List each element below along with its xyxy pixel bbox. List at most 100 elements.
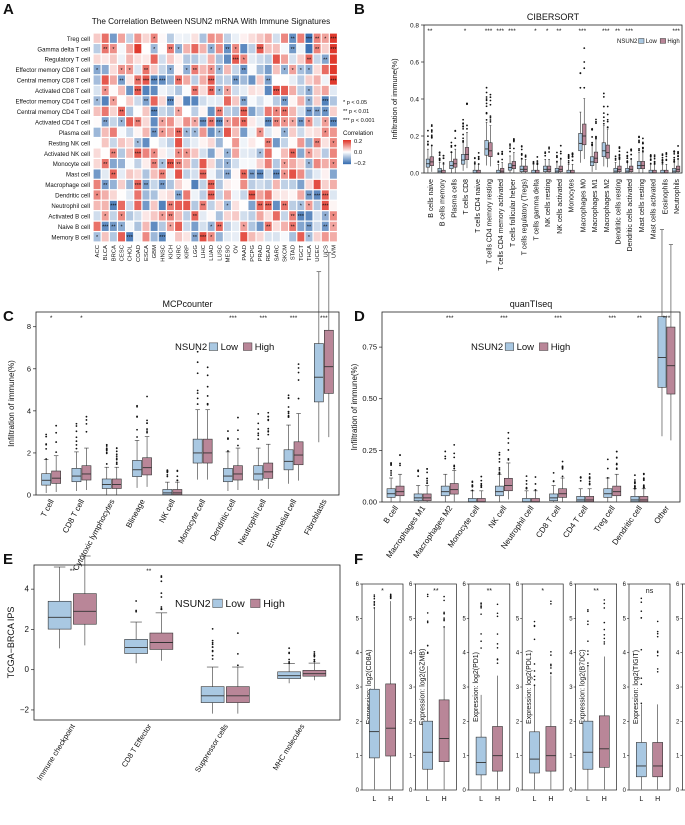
outlier-high [603, 643, 606, 645]
heatmap-cell [126, 106, 134, 116]
heatmap-cell [256, 200, 264, 211]
heatmap-cell [289, 54, 297, 64]
heatmap-sig-mark: * [137, 141, 140, 147]
x-category-label: Endothelial cell [265, 498, 298, 550]
heatmap-row-label: Activated CD8 T cell [35, 88, 90, 95]
heatmap-sig-mark: * [332, 225, 335, 231]
y-tick-label: 1 [676, 754, 680, 760]
heatmap-cell [142, 75, 150, 85]
heatmap-cell [305, 232, 313, 242]
heatmap-cell [93, 54, 101, 64]
outlier-low [579, 86, 582, 89]
heatmap-cell [150, 200, 158, 211]
heatmap-sig-mark: * [112, 47, 115, 53]
colorbar-step [343, 158, 351, 160]
heatmap-cell [101, 117, 109, 127]
y-tick-label: 0.25 [362, 446, 377, 455]
heatmap-cell [256, 190, 264, 200]
outlier-high [443, 612, 445, 615]
heatmap-cell [175, 33, 183, 43]
subplot-ylabel: Expression: log2(CD8A) [366, 649, 373, 724]
outlier-low [498, 468, 501, 471]
outlier-high [160, 576, 163, 578]
outlier-high [630, 148, 633, 151]
heatmap-cell [248, 64, 256, 75]
outlier-low [485, 96, 488, 98]
heatmap-cell [101, 179, 109, 190]
heatmap-cell [126, 33, 134, 43]
outlier-low [591, 141, 594, 144]
heatmap-cell [175, 159, 183, 169]
outlier-low [390, 472, 392, 474]
heatmap-cell [272, 148, 280, 158]
outlier-high [550, 663, 552, 666]
box-high [531, 498, 540, 502]
heatmap-cell [126, 232, 134, 242]
legend-swatch-low [504, 342, 515, 351]
x-label-low: L [639, 796, 643, 803]
y-tick-label: 8 [27, 322, 31, 331]
outlier-low [587, 640, 589, 642]
outlier-low [640, 677, 643, 679]
heatmap-cell [313, 64, 321, 75]
outlier-high [496, 615, 499, 618]
panel-label-c: C [3, 308, 14, 325]
heatmap-col-label: CESC [120, 244, 126, 261]
outlier-low [661, 158, 664, 161]
heatmap-cell [272, 179, 280, 190]
outlier-low [544, 152, 547, 155]
heatmap-cell [321, 54, 329, 64]
heatmap-sig-mark: ** [217, 110, 222, 116]
heatmap-sig-mark: ** [201, 204, 206, 210]
heatmap-cell [264, 169, 272, 179]
outlier-low [450, 151, 453, 154]
heatmap-cell [313, 54, 321, 64]
subplot-ylabel: Expression: log2(B7DC) [580, 649, 587, 724]
outlier-low [587, 620, 589, 622]
heatmap-cell [142, 232, 150, 242]
heatmap-cell [183, 106, 191, 116]
outlier-high [524, 156, 527, 158]
heatmap-cell [215, 54, 223, 64]
x-category-label: Eosinophils [662, 178, 669, 214]
sig-label: *** [500, 315, 508, 322]
outlier-high [536, 160, 539, 162]
heatmap-cell [183, 85, 191, 96]
heatmap-sig-mark: ** [193, 89, 198, 95]
outlier-low [498, 453, 501, 456]
outlier-high [426, 467, 429, 470]
heatmap-sig-mark: ** [291, 151, 296, 157]
heatmap-cell [134, 169, 142, 179]
y-tick-label: 3 [676, 685, 680, 691]
outlier-high [507, 449, 510, 451]
y-tick-label: 0 [676, 788, 680, 794]
heatmap-cell [305, 200, 313, 211]
outlier-high [665, 151, 668, 154]
outlier-low [136, 428, 138, 431]
heatmap-cell [191, 148, 199, 158]
outlier-high [426, 471, 429, 474]
outlier-low [587, 610, 589, 613]
x-category-label: T cells regulatory (Tregs) [522, 179, 529, 255]
heatmap-cell [142, 54, 150, 64]
box-low [422, 720, 434, 770]
heatmap-sig-mark: *** [208, 193, 215, 199]
heatmap-sig-mark: ** [258, 204, 263, 210]
x-category-label: Treg cell [592, 504, 617, 534]
box-high [441, 169, 446, 174]
heatmap-cell [150, 33, 158, 43]
heatmap-cell [240, 200, 248, 211]
heatmap-cell [305, 190, 313, 200]
heatmap-cell [109, 148, 117, 158]
heatmap-sig-mark: ** [111, 172, 116, 178]
heatmap-sig-mark: * [226, 120, 229, 126]
heatmap-cell [224, 200, 231, 211]
x-label-low: L [533, 796, 537, 803]
heatmap-cell [289, 138, 297, 148]
heatmap-cell [313, 148, 321, 158]
heatmap-cell [240, 54, 248, 64]
outlier-low [673, 152, 676, 155]
y-tick-label: 0 [409, 788, 413, 794]
heatmap-sig-mark: *** [306, 37, 313, 43]
heatmap-sig-mark: ** [299, 120, 304, 126]
